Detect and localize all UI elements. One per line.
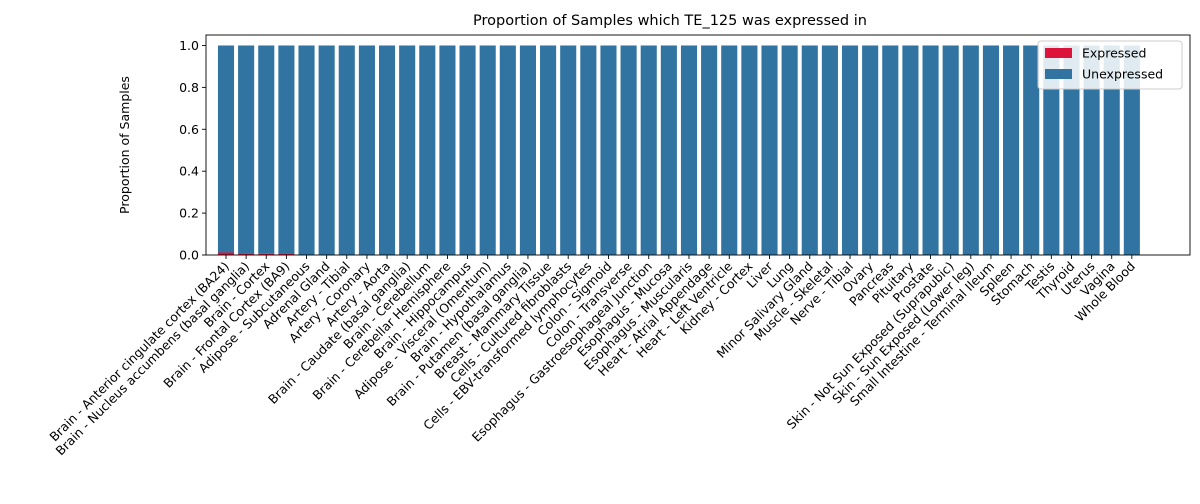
bar-unexpressed — [721, 45, 738, 256]
legend: Expressed Unexpressed — [1037, 40, 1183, 90]
bar-unexpressed — [701, 45, 718, 256]
bar-unexpressed — [338, 45, 355, 256]
y-tick-label: 1.0 — [179, 38, 199, 53]
y-tick-label: 0.8 — [179, 80, 199, 95]
bar-unexpressed — [801, 45, 818, 256]
bar-unexpressed — [238, 45, 255, 254]
bar-unexpressed — [318, 45, 335, 256]
bar-unexpressed — [258, 45, 275, 254]
bar-unexpressed — [540, 45, 557, 256]
bar-unexpressed — [982, 45, 999, 256]
bar-unexpressed — [1023, 45, 1040, 256]
legend-frame — [1037, 40, 1183, 90]
bar-unexpressed — [217, 45, 235, 253]
bar-unexpressed — [278, 45, 295, 254]
bar-unexpressed — [1123, 45, 1140, 256]
legend-swatch — [1045, 48, 1072, 58]
bar-expressed — [238, 253, 255, 255]
bar-unexpressed — [761, 45, 778, 256]
y-tick-label: 0.2 — [179, 206, 199, 221]
bar-unexpressed — [942, 45, 959, 256]
chart-title: Proportion of Samples which TE_125 was e… — [473, 13, 867, 29]
y-axis-label: Proportion of Samples — [117, 76, 132, 214]
bar-unexpressed — [439, 45, 456, 256]
bar-unexpressed — [841, 45, 859, 256]
bar-unexpressed — [519, 45, 536, 256]
bar-unexpressed — [680, 45, 698, 256]
bar-expressed — [217, 252, 235, 255]
bar-expressed — [278, 253, 295, 255]
bar-unexpressed — [882, 45, 899, 256]
x-axis: Brain - Anterior cingulate cortex (BA24)… — [46, 255, 1138, 458]
legend-label: Unexpressed — [1082, 67, 1163, 82]
bar-unexpressed — [902, 45, 919, 256]
bar-unexpressed — [821, 45, 838, 256]
y-tick-label: 0.0 — [179, 248, 199, 263]
bar-unexpressed — [419, 45, 436, 256]
bar-unexpressed — [1103, 45, 1120, 256]
bar-unexpressed — [1003, 45, 1020, 256]
bars-layer — [217, 45, 1140, 256]
bar-unexpressed — [741, 45, 758, 256]
legend-swatch — [1045, 69, 1072, 79]
y-tick-label: 0.4 — [179, 164, 199, 179]
bar-unexpressed — [922, 45, 939, 256]
bar-unexpressed — [459, 45, 476, 256]
bar-unexpressed — [560, 45, 577, 256]
bar-expressed — [258, 253, 275, 255]
bar-unexpressed — [1063, 45, 1080, 256]
bar-unexpressed — [640, 45, 657, 256]
bar-unexpressed — [1083, 45, 1100, 256]
bar-unexpressed — [399, 45, 416, 256]
bar-unexpressed — [580, 45, 597, 256]
bar-unexpressed — [862, 45, 879, 256]
bar-unexpressed — [358, 45, 375, 256]
bar-unexpressed — [962, 45, 979, 256]
bar-unexpressed — [600, 45, 617, 256]
y-axis: 0.0 0.2 0.4 0.6 0.8 1.0 — [179, 38, 206, 263]
plot-frame — [205, 34, 1191, 256]
legend-label: Expressed — [1082, 46, 1146, 61]
bar-unexpressed — [781, 45, 798, 256]
bar-unexpressed — [620, 45, 637, 256]
bar-unexpressed — [660, 45, 677, 256]
bar-unexpressed — [298, 45, 315, 256]
bar-unexpressed — [378, 45, 396, 256]
bar-unexpressed — [479, 45, 496, 256]
y-tick-label: 0.6 — [179, 122, 199, 137]
bar-unexpressed — [499, 45, 516, 256]
bar-unexpressed — [1043, 45, 1060, 256]
